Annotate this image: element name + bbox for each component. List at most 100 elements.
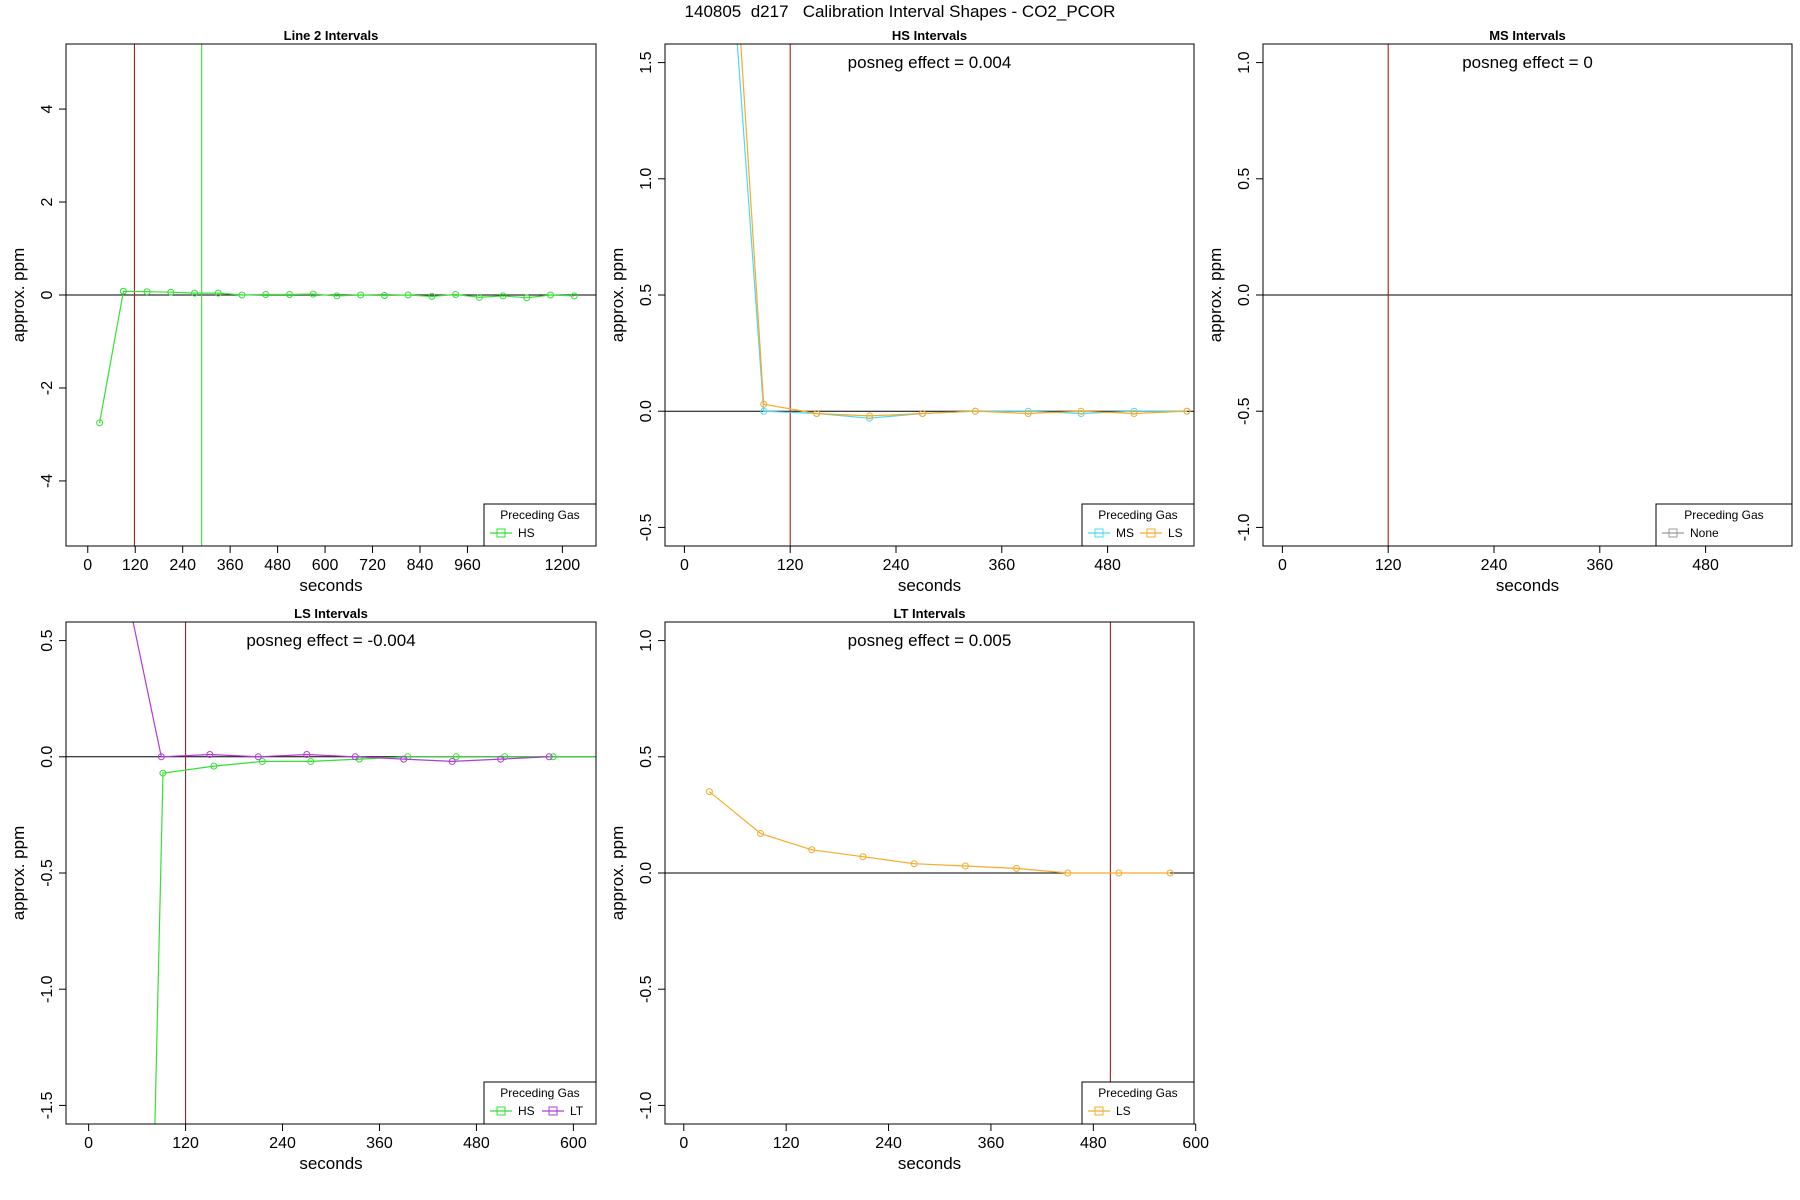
y-tick-label: -1.0 [39, 975, 56, 1003]
data-point [866, 414, 874, 422]
y-tick-label: 0.0 [638, 862, 655, 884]
y-tick-label: -0.5 [39, 859, 56, 887]
x-tick-label: 840 [407, 557, 434, 574]
data-point [1130, 410, 1138, 418]
x-tick-label: 360 [366, 1135, 393, 1152]
data-point [452, 291, 460, 299]
plot-frame [65, 621, 597, 1125]
y-tick-label: 1.0 [638, 168, 655, 190]
data-point [760, 407, 768, 415]
legend-title: Preceding Gas [500, 1086, 579, 1100]
x-tick-label: 0 [84, 1135, 93, 1152]
data-point [206, 750, 214, 758]
legend-entry-hs: HS [518, 1104, 535, 1118]
y-tick-label: -1.5 [39, 1092, 56, 1120]
y-tick-label: -2 [39, 381, 56, 395]
y-tick-label: -4 [39, 474, 56, 488]
y-tick-label: 1.0 [638, 629, 655, 651]
x-tick-label: 360 [978, 1135, 1005, 1152]
legend-entry-lt: LT [570, 1104, 584, 1118]
y-tick-label: 0 [39, 290, 56, 299]
data-point [309, 290, 317, 298]
chart-title: LS Intervals [294, 606, 368, 621]
data-point [159, 769, 167, 777]
data-point [1130, 407, 1138, 415]
y-axis-label: approx. ppm [608, 826, 627, 921]
data-point [599, 754, 605, 760]
data-point [1013, 864, 1021, 872]
data-point [303, 750, 311, 758]
data-point [404, 291, 412, 299]
y-tick-label: 0.5 [638, 746, 655, 768]
series-line-hs [99, 290, 575, 423]
legend-entry-ls: LS [1116, 1104, 1131, 1118]
x-axis-label: seconds [898, 576, 961, 595]
legend: Preceding Gas MS LS [1081, 503, 1195, 547]
data-point [254, 753, 262, 761]
x-tick-label: 1200 [545, 557, 581, 574]
legend: Preceding Gas HS [483, 503, 597, 547]
x-tick-label: 240 [169, 557, 196, 574]
series-line-ms [736, 44, 1187, 419]
data-point [285, 291, 293, 299]
plot-area [665, 622, 1194, 1124]
posneg-annotation: posneg effect = -0.004 [246, 631, 415, 650]
y-tick-label: -0.5 [638, 975, 655, 1003]
legend-entry-none: None [1690, 526, 1719, 540]
x-tick-label: 480 [463, 1135, 490, 1152]
data-point [333, 292, 341, 300]
data-point [258, 757, 266, 765]
y-axis-label: approx. ppm [608, 248, 627, 343]
legend-box [483, 503, 597, 547]
chart-panel-3: MS Intervals 0 120 240 360 480 seconds -1.0 -0.5… [1206, 28, 1793, 595]
y-tick-label: 0.5 [638, 284, 655, 306]
data-point [157, 753, 165, 761]
figure-title: 140805 d217 Calibration Interval Shapes … [684, 2, 1116, 21]
x-tick-label: 480 [1692, 557, 1719, 574]
data-point [501, 753, 509, 761]
y-tick-label: 1.0 [1236, 51, 1253, 73]
posneg-annotation: posneg effect = 0.004 [848, 53, 1012, 72]
data-point [448, 757, 456, 765]
series-line-ls [709, 791, 1171, 874]
data-point [1115, 869, 1123, 877]
x-tick-label: 600 [312, 557, 339, 574]
y-tick-label: 0.5 [39, 629, 56, 651]
y-tick-label: 1.5 [638, 51, 655, 73]
data-point [355, 755, 363, 763]
y-axis-label: approx. ppm [9, 248, 28, 343]
x-tick-label: 240 [883, 557, 910, 574]
data-point [545, 753, 553, 761]
data-point [499, 292, 507, 300]
data-point [570, 292, 578, 300]
x-tick-label: 120 [172, 1135, 199, 1152]
legend-title: Preceding Gas [1684, 508, 1763, 522]
data-point [866, 412, 874, 420]
x-axis-label: seconds [898, 1154, 961, 1173]
series-line-lt [132, 622, 550, 763]
chart-title: Line 2 Intervals [284, 28, 379, 43]
x-tick-label: 600 [560, 1135, 587, 1152]
data-point [210, 762, 218, 770]
data-point [757, 829, 765, 837]
legend-title: Preceding Gas [1098, 508, 1177, 522]
legend-swatch-marker [496, 528, 506, 538]
data-point [1024, 407, 1032, 415]
legend-box [1081, 1081, 1195, 1125]
chart-title: MS Intervals [1489, 28, 1566, 43]
x-tick-label: 240 [1481, 557, 1508, 574]
data-point [859, 853, 867, 861]
series-line-hs [154, 756, 596, 1124]
x-tick-label: 120 [777, 557, 804, 574]
x-tick-label: 960 [454, 557, 481, 574]
data-point [475, 293, 483, 301]
data-point [380, 291, 388, 299]
legend-entry-ms: MS [1116, 526, 1134, 540]
y-tick-label: -1.0 [1236, 514, 1253, 542]
data-point [96, 419, 104, 427]
plot-frame [664, 43, 1195, 547]
x-tick-label: 360 [1586, 557, 1613, 574]
data-point [918, 410, 926, 418]
data-point [813, 410, 821, 418]
